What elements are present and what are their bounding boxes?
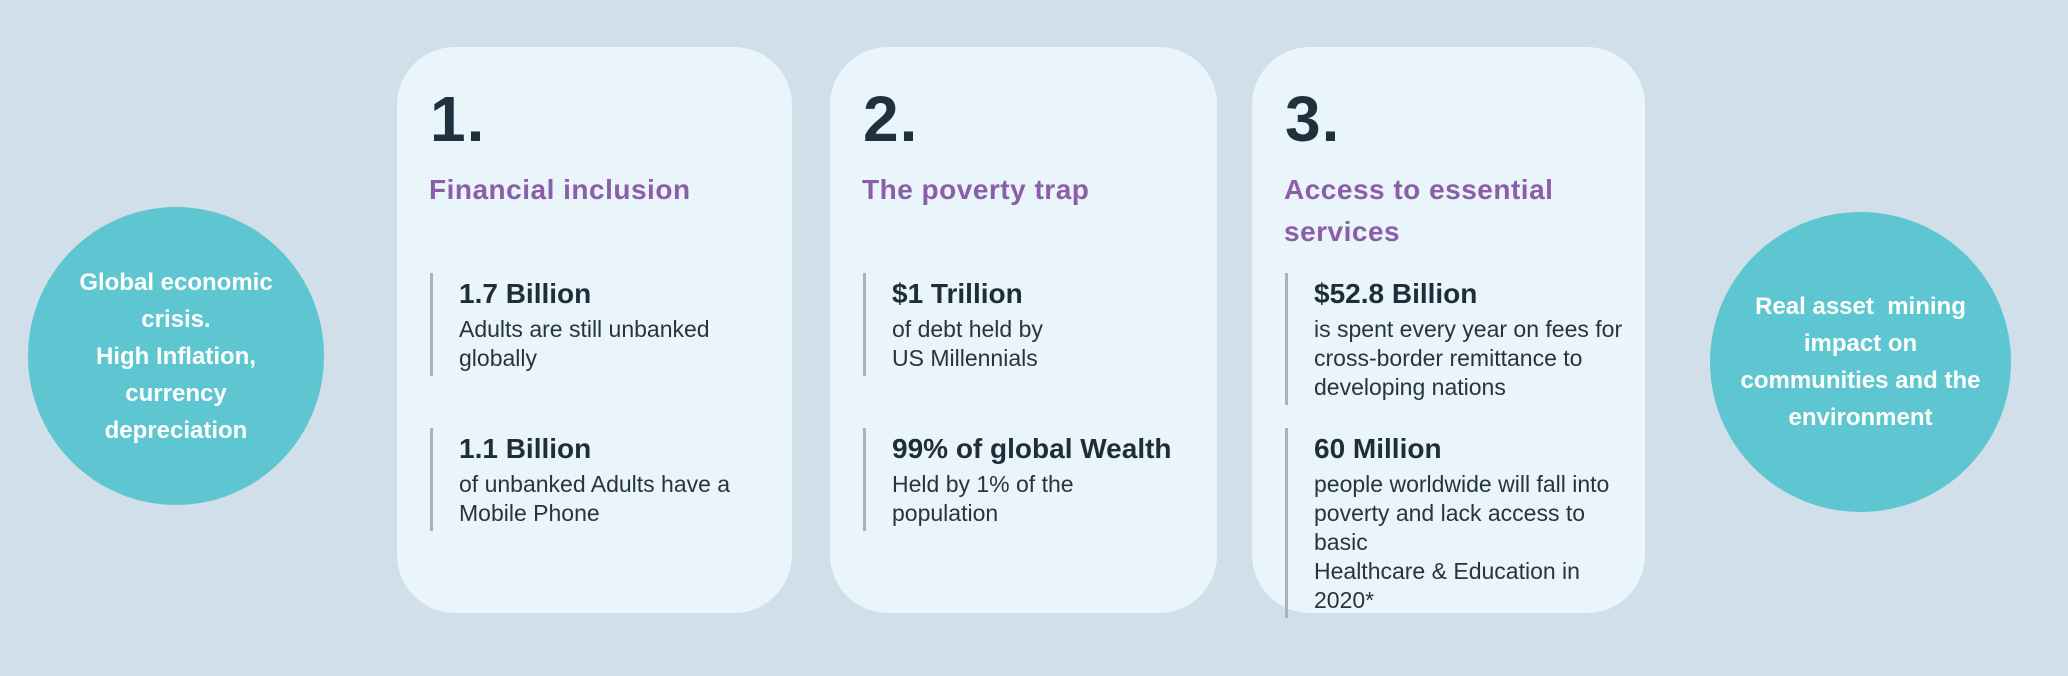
card-number: 2. — [863, 83, 919, 155]
card-title: Financial inclusion — [429, 174, 691, 205]
stat-description: Adults are still unbanked globally — [459, 316, 710, 371]
problem-card-1: 1. Financial inclusion 1.7 Billion Adult… — [397, 47, 792, 613]
problem-card-3: 3. Access to essential services $52.8 Bi… — [1252, 47, 1645, 618]
stat-value: 1.1 Billion — [459, 433, 592, 464]
stat-description: of unbanked Adults have a Mobile Phone — [459, 471, 731, 526]
card-title: The poverty trap — [862, 174, 1090, 205]
stat-value: 1.7 Billion — [459, 278, 592, 309]
card-number: 3. — [1285, 83, 1341, 155]
stat-item: $1 Trillion of debt held by US Millennia… — [863, 273, 1195, 376]
bubble-text-right: Real asset mining impact on communities … — [1740, 293, 1981, 431]
stat-value: 60 Million — [1314, 433, 1442, 464]
stat-description: people worldwide will fall into poverty … — [1314, 471, 1610, 613]
card-number: 1. — [430, 83, 486, 155]
challenge-bubble-right: Real asset mining impact on communities … — [1710, 212, 2011, 512]
stat-item: 1.1 Billion of unbanked Adults have a Mo… — [430, 428, 770, 531]
stat-description: of debt held by US Millennials — [892, 316, 1043, 371]
stat-description: is spent every year on fees for cross-bo… — [1314, 316, 1623, 400]
challenge-bubble-left: Global economic crisis. High Inflation, … — [28, 207, 324, 505]
problem-card-2: 2. The poverty trap $1 Trillion of debt … — [830, 47, 1217, 613]
stat-value: $1 Trillion — [892, 278, 1023, 309]
stat-value: 99% of global Wealth — [892, 433, 1172, 464]
stat-value: $52.8 Billion — [1314, 278, 1478, 309]
stat-item: 60 Million people worldwide will fall in… — [1285, 428, 1623, 618]
bubble-text-left: Global economic crisis. High Inflation, … — [79, 268, 273, 444]
stat-item: 1.7 Billion Adults are still unbanked gl… — [430, 273, 770, 376]
card-title: Access to essential services — [1284, 174, 1554, 247]
stat-item: $52.8 Billion is spent every year on fee… — [1285, 273, 1623, 405]
stat-item: 99% of global Wealth Held by 1% of the p… — [863, 428, 1195, 531]
stat-description: Held by 1% of the population — [892, 471, 1074, 526]
